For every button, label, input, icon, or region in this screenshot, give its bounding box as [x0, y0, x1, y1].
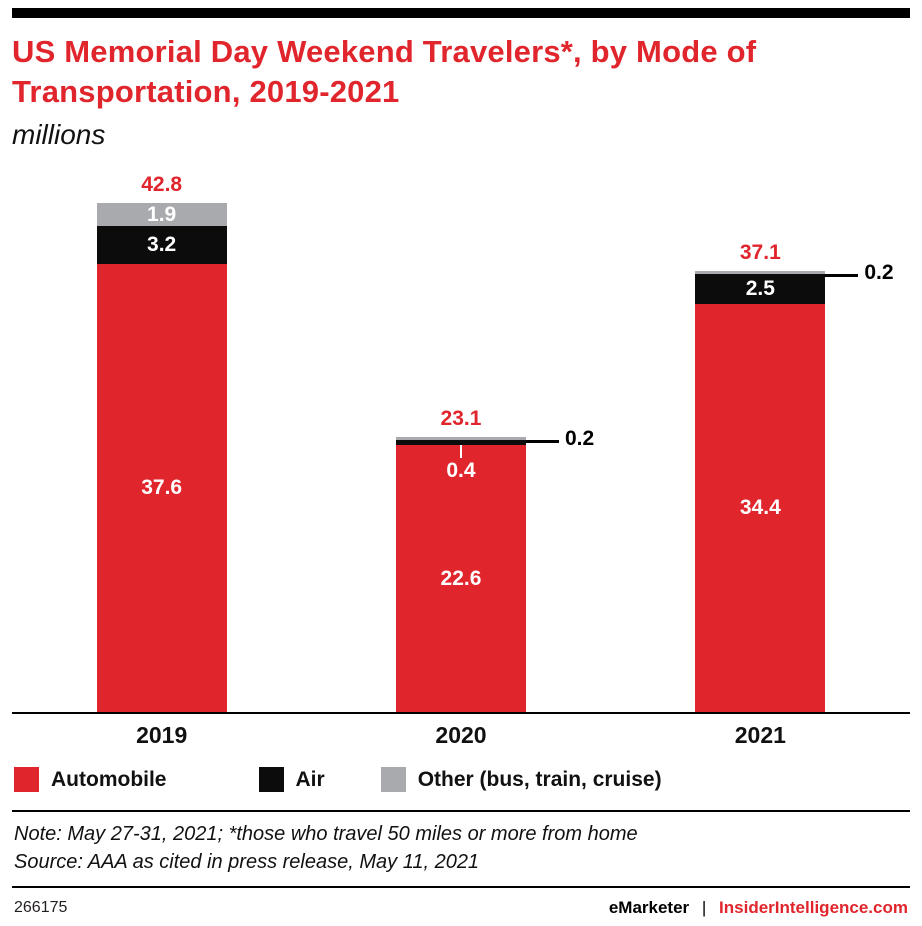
x-axis-label-2019: 2019	[136, 722, 188, 749]
x-axis-label-2020: 2020	[435, 722, 487, 749]
bar-segment-air-2019: 3.2	[96, 226, 227, 265]
legend-item-automobile: Automobile	[14, 767, 167, 793]
pointer-line	[459, 445, 462, 459]
legend: Automobile Air Other (bus, train, cruise…	[12, 763, 910, 810]
segment-value-label: 34.4	[739, 496, 781, 520]
footer: 266175 eMarketer | InsiderIntelligence.c…	[12, 886, 910, 926]
brand-lockup: eMarketer | InsiderIntelligence.com	[609, 898, 908, 918]
legend-item-air: Air	[258, 767, 325, 793]
chart-id: 266175	[14, 899, 68, 917]
chart-title: US Memorial Day Weekend Travelers*, by M…	[12, 34, 757, 109]
notes: Note: May 27-31, 2021; *those who travel…	[12, 810, 910, 886]
segment-value-label: 1.9	[147, 202, 177, 226]
legend-swatch-automobile	[14, 767, 39, 793]
legend-label-automobile: Automobile	[51, 767, 167, 791]
segment-pointer-label: 0.4	[396, 445, 526, 483]
total-value-label: 42.8	[141, 173, 183, 197]
emarketer-logo-text: eMarketer	[608, 898, 690, 918]
segment-value-label: 0.4	[446, 459, 476, 483]
bar-group-2019: 1.9 3.2 37.6 42.8	[12, 169, 311, 713]
stacked-bar-2021: 2.5 34.4	[695, 271, 826, 713]
segment-value-label: 3.2	[147, 233, 177, 257]
legend-item-other: Other (bus, train, cruise)	[380, 767, 662, 793]
bar-segment-automobile-2019: 37.6	[96, 264, 227, 713]
bar-group-2020: 0.2 0.4 22.6 23.1	[311, 169, 610, 713]
x-axis-label-2021: 2021	[734, 722, 786, 749]
bar-segment-automobile-2020: 22.6	[395, 445, 526, 713]
segment-value-label: 37.6	[141, 476, 183, 500]
source-text: Source: AAA as cited in press release, M…	[14, 851, 480, 874]
bar-group-2021: 0.2 2.5 34.4 37.1	[611, 169, 910, 713]
stacked-bar-2020: 0.4 22.6	[395, 437, 526, 713]
callout-value-label: 0.2	[864, 261, 894, 285]
legend-label-air: Air	[295, 767, 325, 791]
stacked-bar-chart: 1.9 3.2 37.6 42.8 0.2 0.4 22.6 23.1 0.2 2.5 34.4 37…	[12, 169, 910, 715]
bar-segment-air-2021: 2.5	[695, 274, 826, 305]
legend-label-other: Other (bus, train, cruise)	[417, 767, 662, 791]
stacked-bar-2019: 1.9 3.2 37.6	[96, 202, 227, 713]
callout-value-label: 0.2	[564, 427, 595, 451]
top-accent-bar	[12, 8, 910, 18]
legend-swatch-air	[258, 767, 284, 793]
bar-segment-automobile-2021: 34.4	[695, 304, 826, 713]
brand-divider: |	[701, 898, 707, 918]
note-text: Note: May 27-31, 2021; *those who travel…	[14, 823, 638, 846]
bar-segment-other-2021	[695, 271, 826, 275]
x-axis-labels: 2019 2020 2021	[12, 714, 910, 763]
callout-line	[825, 274, 859, 278]
insider-intelligence-link[interactable]: InsiderIntelligence.com	[719, 898, 908, 918]
bar-segment-other-2019: 1.9	[96, 202, 227, 227]
chart-units-label: millions	[12, 119, 106, 151]
segment-value-label: 22.6	[440, 566, 482, 590]
callout-line	[525, 440, 559, 444]
total-value-label: 37.1	[739, 241, 781, 265]
legend-swatch-other	[380, 767, 406, 793]
total-value-label: 23.1	[440, 407, 482, 431]
bar-segment-other-2020	[395, 437, 526, 441]
bar-segment-air-2020	[395, 440, 526, 446]
segment-value-label: 2.5	[745, 277, 775, 301]
